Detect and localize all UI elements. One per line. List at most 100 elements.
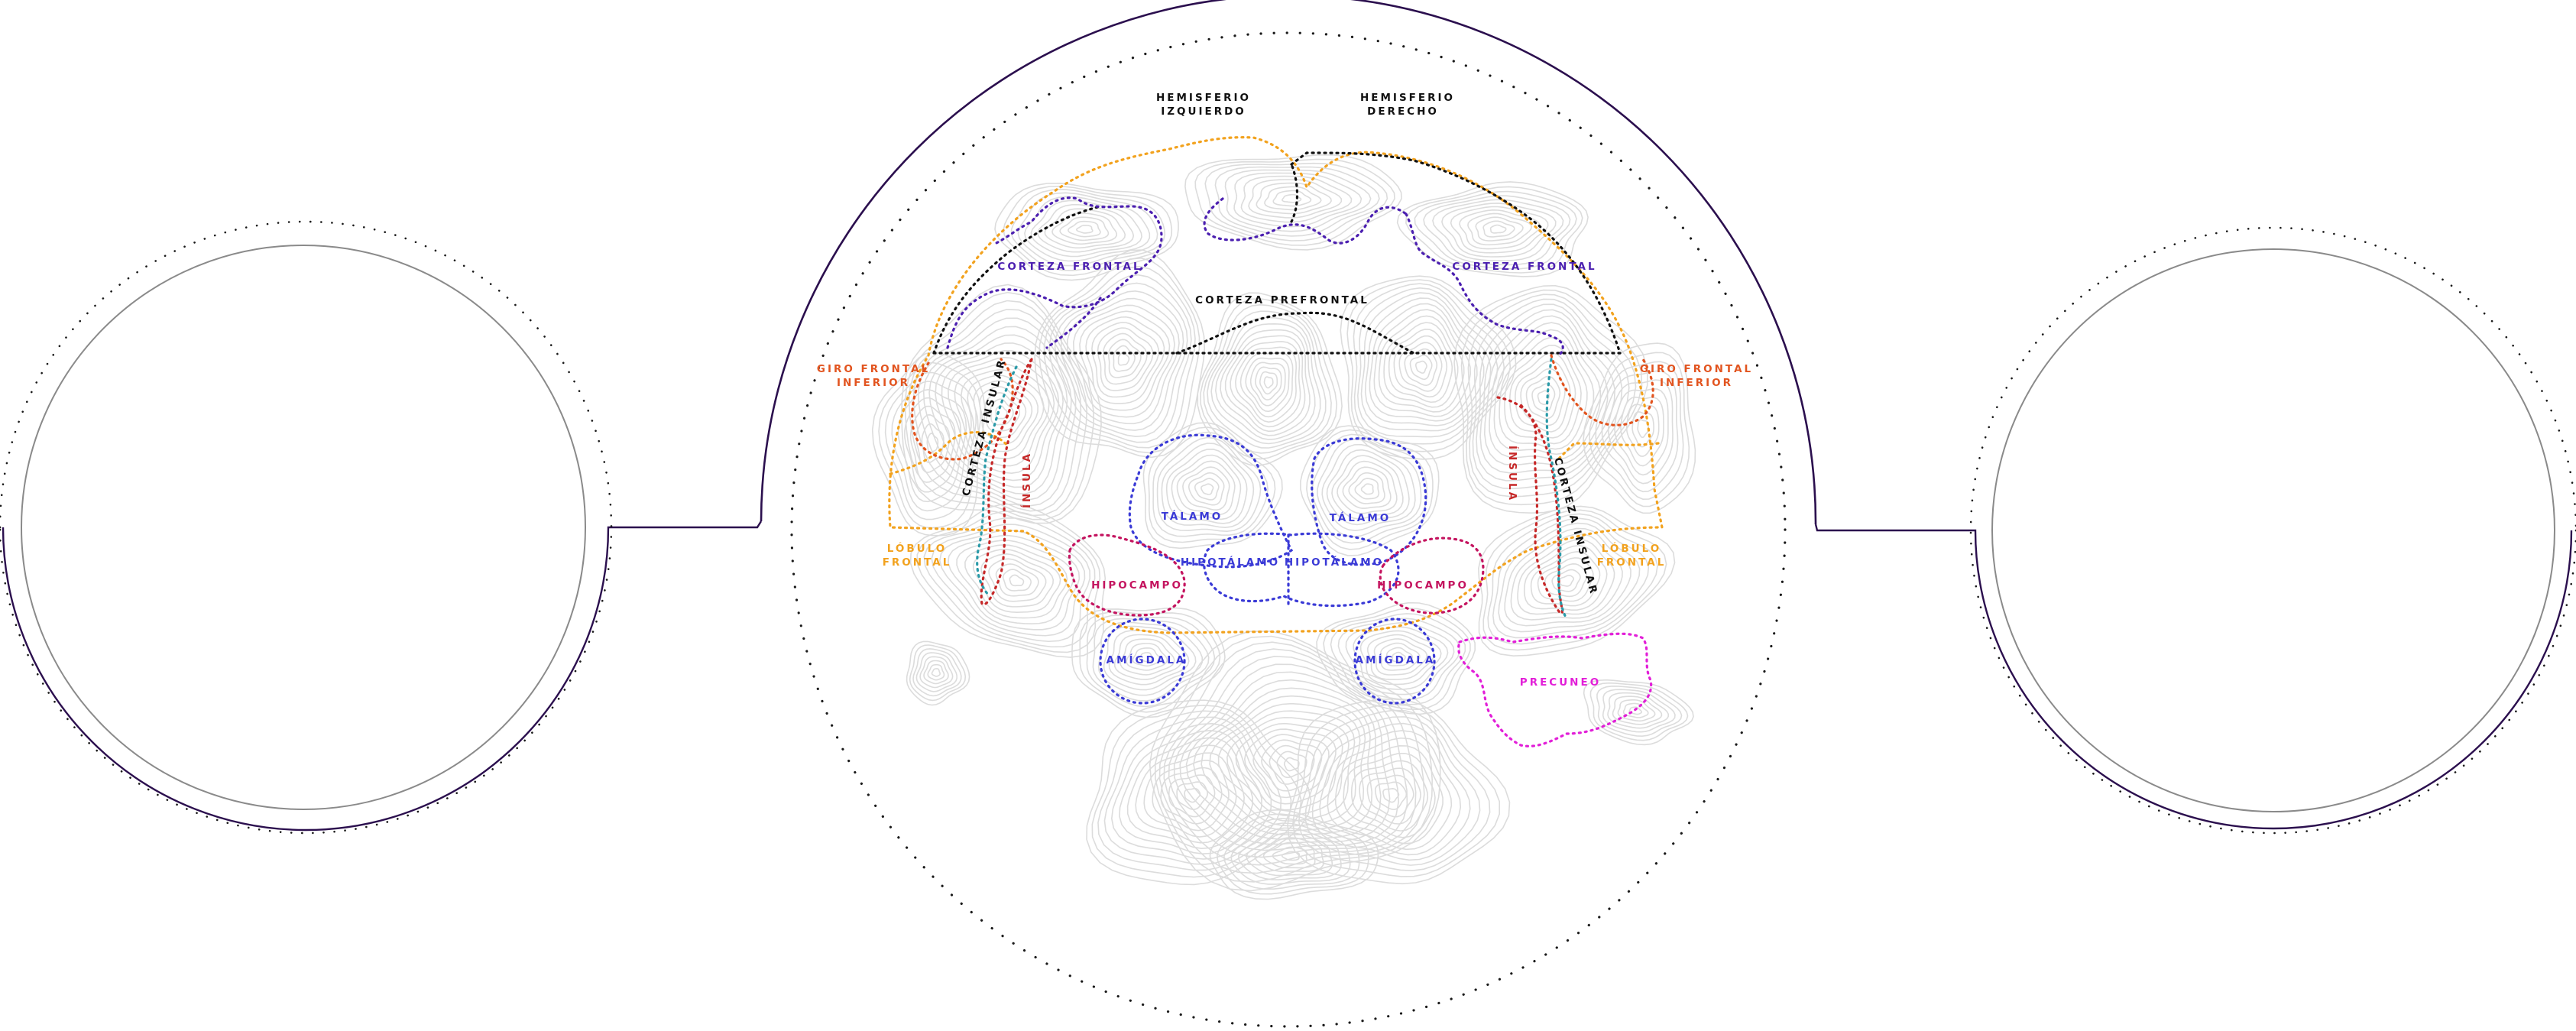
contour-ring [1201, 483, 1214, 495]
contour-ring [1086, 614, 1216, 708]
contour-ring [1498, 522, 1641, 633]
contour-ring [1614, 387, 1669, 476]
label-amigdala-left: AMÍGDALA [1107, 653, 1187, 666]
contour-ring [1194, 158, 1395, 246]
central-dotted-ring [790, 31, 1787, 1028]
label-talamo-left: TÁLAMO [1162, 510, 1223, 523]
region-outline-insular-right [1545, 358, 1568, 621]
label-giro-right-1: GIRO FRONTAL [1640, 363, 1753, 375]
region-outline-hipotalamo [1203, 532, 1400, 608]
contour-ring [1342, 466, 1392, 509]
contour-ring [1209, 809, 1379, 900]
contour-ring [1385, 647, 1414, 666]
contour-ring [1476, 303, 1623, 481]
contour-ring [1043, 265, 1196, 449]
contour-ring [1489, 224, 1507, 234]
contour-ring [1086, 699, 1312, 886]
contour-ring [1515, 360, 1571, 433]
label-amigdala-right: AMÍGDALA [1356, 653, 1436, 666]
contour-ring [948, 534, 1081, 631]
contour-ring [1034, 249, 1206, 459]
contour-ring [931, 668, 941, 677]
contour-ring [1209, 702, 1361, 827]
contour-ring [1482, 509, 1667, 651]
contour-ring [1359, 630, 1442, 686]
contour-ring [1482, 220, 1515, 238]
contour-ring [878, 361, 981, 529]
contour-ring [1067, 297, 1180, 425]
contour-ring [904, 397, 962, 493]
contour-ring [1467, 212, 1533, 246]
contour-ring [995, 405, 1008, 420]
label-hemisferio-derecho-1: HEMISFERIO [1360, 92, 1455, 104]
brain-contours [871, 154, 1696, 900]
contour-ring [1249, 361, 1286, 407]
contour-ring [1168, 774, 1216, 818]
contour-ring [1179, 671, 1391, 845]
contour-ring [1051, 212, 1118, 245]
contour-ring [1298, 709, 1491, 871]
contour-ring [1245, 357, 1290, 413]
contour-ring [1149, 630, 1441, 892]
label-lobulo-right-2: FRONTAL [1597, 556, 1667, 569]
left-outer-arc [2, 520, 763, 832]
contour-ring [1321, 443, 1416, 532]
contour-ring [1148, 426, 1276, 543]
contour-ring [909, 644, 967, 702]
contour-ring [1197, 292, 1343, 466]
label-hipocampo-left: HIPOCAMPO [1091, 579, 1183, 592]
contour-ring [1135, 744, 1245, 844]
contour-ring [1319, 730, 1462, 856]
contour-ring [1224, 169, 1372, 232]
contour-ring [909, 405, 956, 483]
contour-ring [948, 356, 1055, 474]
label-corteza-frontal-right: CORTEZA FRONTAL [1452, 261, 1596, 273]
contour-ring [1373, 309, 1472, 417]
label-hipotalamo-left: HIPOTÁLAMO [1181, 556, 1280, 569]
contour-ring [1596, 686, 1683, 737]
contour-ring [1364, 297, 1485, 426]
contour-ring [1595, 361, 1684, 501]
region-outlines [888, 136, 1664, 747]
contour-ring [1589, 352, 1690, 507]
contour-ring [1126, 737, 1254, 850]
contour-ring [1079, 611, 1221, 713]
contour-ring [1184, 787, 1201, 803]
contour-ring [994, 183, 1179, 281]
contour-ring [1337, 460, 1398, 514]
contour-ring [1374, 781, 1408, 810]
contour-ring [1256, 182, 1332, 215]
contour-ring [1226, 717, 1350, 816]
contour-ring [1097, 327, 1154, 391]
label-giro-right-2: INFERIOR [1660, 377, 1733, 389]
contour-ring [1243, 728, 1337, 805]
label-corteza-prefrontal: CORTEZA PREFRONTAL [1195, 294, 1369, 306]
contour-ring [919, 656, 954, 689]
contour-ring [1233, 172, 1363, 228]
contour-ring [1261, 739, 1323, 792]
contour-ring [1331, 455, 1404, 520]
contour-ring [1558, 575, 1575, 587]
contour-ring [1248, 179, 1343, 219]
region-outline-talamo-right [1311, 437, 1427, 566]
left-dotted-ring [0, 220, 613, 835]
contour-ring [1353, 283, 1505, 445]
contour-ring [1142, 422, 1283, 550]
contour-ring [1201, 695, 1366, 832]
contour-ring [1523, 545, 1608, 611]
contour-ring [1156, 436, 1262, 533]
contour-ring [1072, 304, 1175, 418]
contour-ring [915, 413, 951, 474]
contour-ring [972, 549, 1061, 613]
contour-ring [1583, 679, 1694, 746]
contour-ring [1103, 625, 1197, 691]
contour-ring [1224, 335, 1306, 433]
region-outline-precuneo [1457, 632, 1653, 747]
contour-ring [1103, 332, 1148, 385]
contour-ring [1620, 396, 1664, 467]
contour-ring [1079, 310, 1171, 411]
contour-ring [1120, 638, 1175, 676]
contour-ring [1139, 652, 1154, 663]
contour-ring [1119, 729, 1262, 855]
contour-ring [923, 660, 949, 685]
